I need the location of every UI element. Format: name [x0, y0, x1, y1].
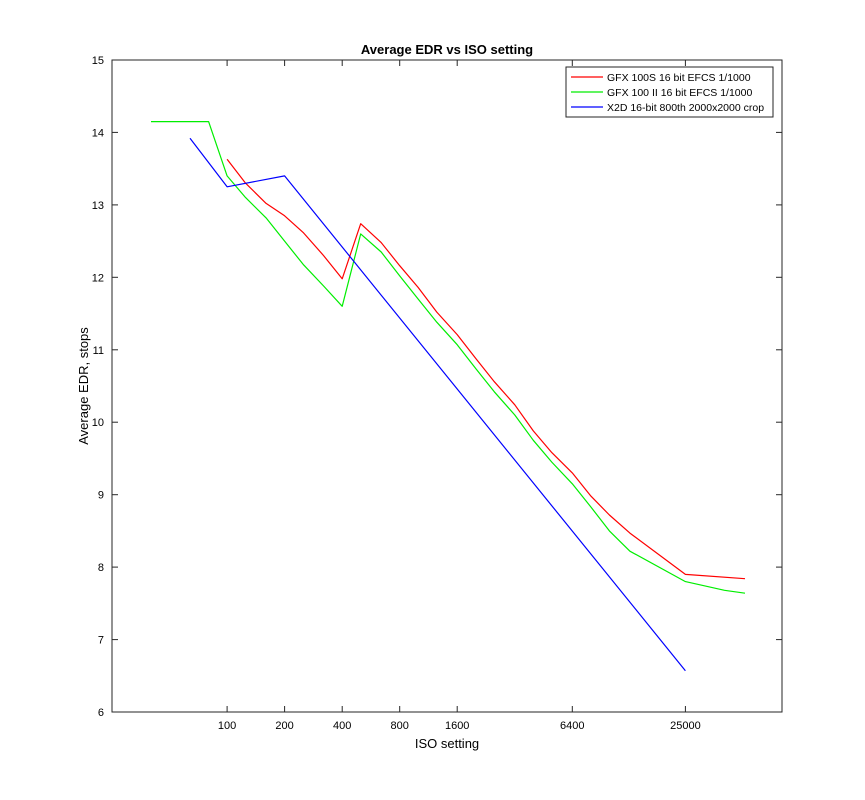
x-tick-label: 25000	[670, 720, 701, 732]
legend-label-x2d: X2D 16-bit 800th 2000x2000 crop	[607, 102, 764, 114]
y-axis-label: Average EDR, stops	[76, 327, 91, 445]
chart-title: Average EDR vs ISO setting	[361, 42, 533, 57]
x-tick-label: 100	[218, 720, 236, 732]
legend: GFX 100S 16 bit EFCS 1/1000 GFX 100 II 1…	[565, 66, 774, 118]
series-line-gfx100s	[226, 158, 746, 580]
y-tick-label: 15	[92, 55, 104, 67]
series-lines	[151, 120, 746, 672]
x-tick-label: 1600	[445, 720, 469, 732]
x-tick-label: 800	[391, 720, 409, 732]
x-tick-label: 6400	[560, 720, 584, 732]
axis-ticks	[112, 59, 782, 713]
y-tick-label: 11	[93, 345, 104, 357]
plot-area	[111, 59, 783, 713]
y-tick-label: 14	[92, 127, 104, 139]
y-tick-label: 7	[98, 635, 104, 647]
x-tick-label: 200	[275, 720, 293, 732]
y-tick-label: 6	[98, 707, 104, 719]
y-tick-label: 10	[92, 417, 104, 429]
axis-tick-labels: 100 200 400 800 1600 6400 25000 6 7 8 9 10 11 12 13 14 1…	[92, 55, 701, 732]
y-tick-label: 13	[92, 200, 104, 212]
y-tick-label: 12	[92, 272, 104, 284]
y-tick-label: 8	[98, 562, 104, 574]
series-line-x2d	[189, 137, 686, 672]
x-axis-label: ISO setting	[415, 736, 479, 751]
x-tick-label: 400	[333, 720, 351, 732]
legend-label-gfx100s: GFX 100S 16 bit EFCS 1/1000	[607, 72, 751, 84]
legend-label-gfx100ii: GFX 100 II 16 bit EFCS 1/1000	[607, 87, 752, 99]
y-tick-label: 9	[98, 490, 104, 502]
series-line-gfx100ii	[151, 120, 746, 594]
